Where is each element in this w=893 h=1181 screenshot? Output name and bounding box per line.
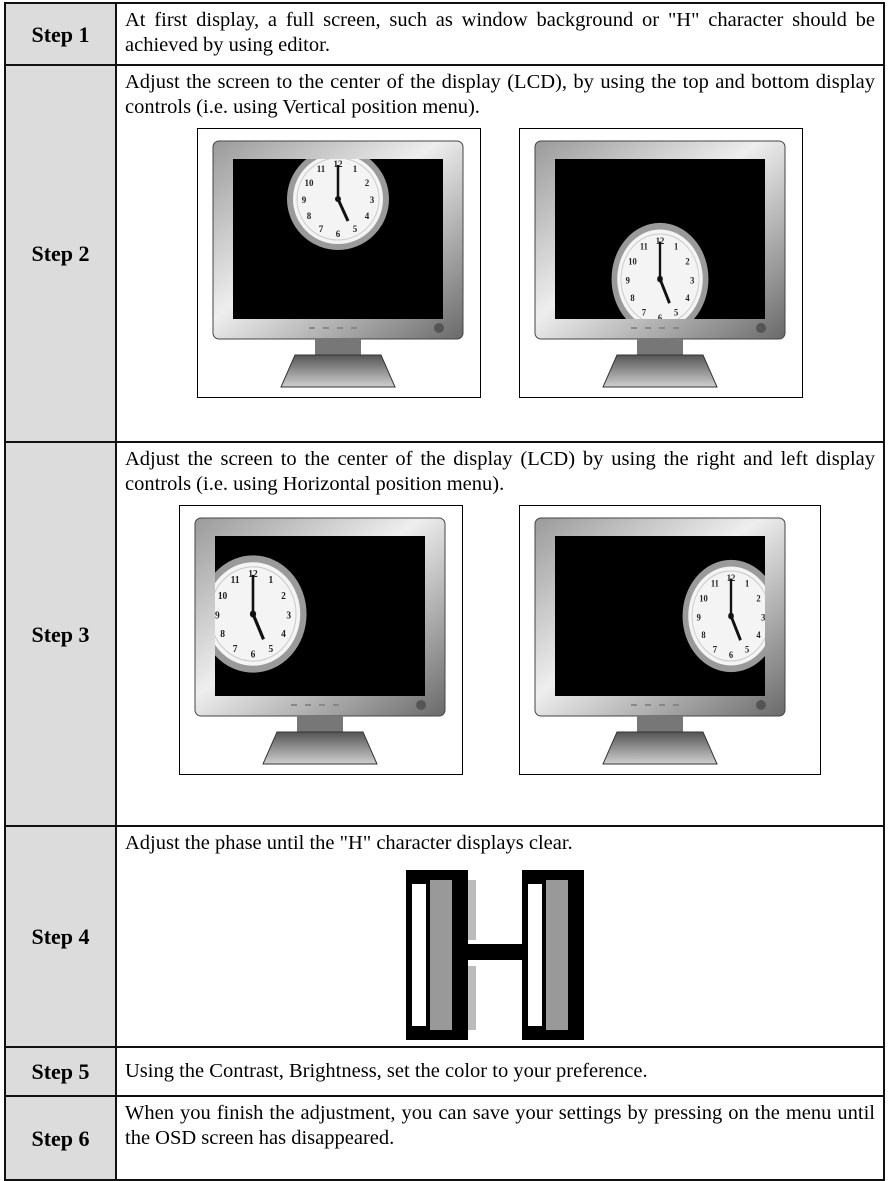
step-text: When you finish the adjustment, you can …: [115, 1095, 885, 1181]
steps-table: Step 1 At first display, a full screen, …: [4, 2, 885, 1181]
step-text: Using the Contrast, Brightness, set the …: [125, 1060, 648, 1082]
h-illustration: [125, 870, 875, 1040]
step-text: At first display, a full screen, such as…: [115, 2, 885, 66]
step-cell: Adjust the phase until the "H" character…: [115, 825, 885, 1048]
monitor-image: [519, 505, 821, 775]
step-label: Step 1: [4, 2, 117, 66]
step-label: Step 4: [4, 825, 117, 1048]
illustrations: [125, 128, 875, 398]
step-text: At first display, a full screen, such as…: [125, 9, 875, 56]
step-label: Step 6: [4, 1095, 117, 1181]
step-text: Using the Contrast, Brightness, set the …: [115, 1046, 885, 1097]
step-cell: Adjust the screen to the center of the d…: [115, 64, 885, 443]
step-label: Step 3: [4, 441, 117, 827]
step-cell: Adjust the screen to the center of the d…: [115, 441, 885, 827]
h-character: [406, 870, 584, 1040]
monitor-image: [197, 128, 481, 398]
monitor-image: [519, 128, 803, 398]
monitor-image: [179, 505, 463, 775]
step-label: Step 5: [4, 1046, 117, 1097]
illustrations: [125, 505, 875, 775]
step-text: Adjust the screen to the center of the d…: [125, 71, 875, 118]
step-text: When you finish the adjustment, you can …: [125, 1102, 875, 1149]
step-label: Step 2: [4, 64, 117, 443]
step-text: Adjust the phase until the "H" character…: [125, 832, 573, 854]
step-text: Adjust the screen to the center of the d…: [125, 448, 875, 495]
